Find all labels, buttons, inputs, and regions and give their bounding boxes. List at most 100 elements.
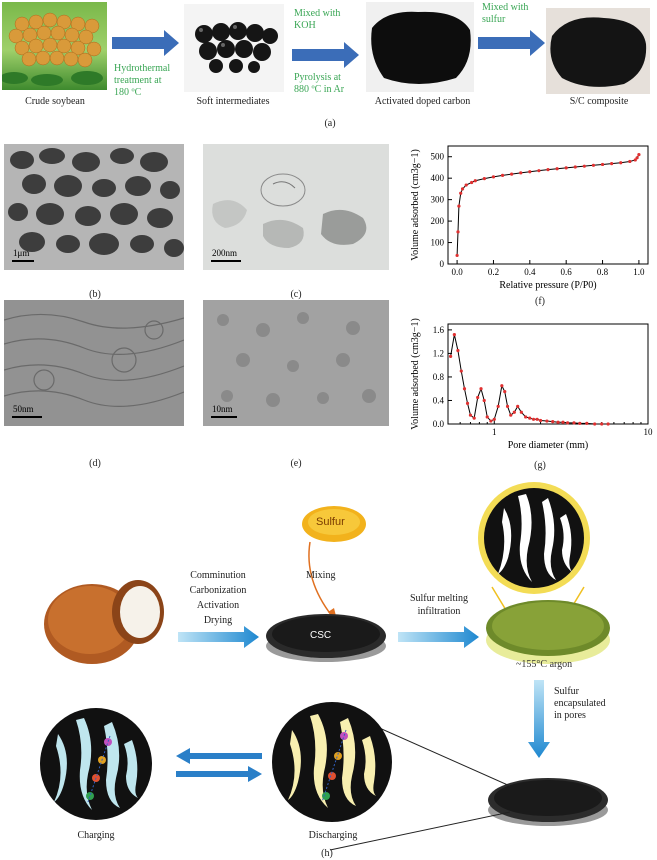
data-point xyxy=(606,422,610,426)
data-point xyxy=(545,419,549,423)
scale-bar-c xyxy=(211,260,241,262)
data-point xyxy=(600,422,604,426)
data-point xyxy=(465,401,470,406)
melting-line-1: Sulfur melting xyxy=(409,593,469,604)
arrow-1-line-1: Hydrothermal xyxy=(114,63,171,74)
arrow-3-line-1: Mixed with xyxy=(482,2,529,13)
tem-image-d: 50nm xyxy=(4,300,184,426)
scale-label-d: 50nm xyxy=(13,404,34,414)
plot-frame xyxy=(447,145,649,265)
process-steps: Comminution Carbonization Activation Dry… xyxy=(178,568,258,628)
data-point xyxy=(635,156,639,160)
data-point xyxy=(456,348,460,353)
data-point xyxy=(546,168,550,172)
data-point xyxy=(566,421,570,425)
x-axis-label: Pore diameter (mm) xyxy=(508,440,589,451)
arrow-1-line-3: 180 ºC xyxy=(114,87,142,98)
data-point xyxy=(578,421,582,426)
data-point xyxy=(519,410,523,414)
y-tick-label: 200 xyxy=(431,216,445,226)
label-csc: CSC xyxy=(310,630,332,641)
data-point xyxy=(472,416,476,420)
data-point xyxy=(531,417,536,421)
data-point xyxy=(473,179,477,183)
data-point xyxy=(459,191,463,195)
charging-circle xyxy=(40,708,152,820)
data-point xyxy=(610,161,614,166)
sulfur-carbon-dish xyxy=(486,600,610,664)
data-point xyxy=(500,384,504,388)
scale-bar-e xyxy=(211,416,237,418)
down-arrow-icon xyxy=(528,680,550,758)
data-point xyxy=(455,253,459,258)
right-arrow-icon xyxy=(292,42,359,68)
arrow-2-line-5: 880 ºC in Ar xyxy=(294,84,345,95)
sc-composite-photo xyxy=(546,8,650,94)
data-point xyxy=(509,413,513,417)
caption-b: (b) xyxy=(89,289,101,300)
arrow-2-text-bottom: Pyrolysis at 880 ºC in Ar xyxy=(294,72,366,96)
label-sc-composite: S/C composite xyxy=(569,96,629,107)
step-comminution: Comminution xyxy=(190,570,246,581)
label-crude-soybean: Crude soybean xyxy=(25,96,85,107)
data-point xyxy=(503,390,507,394)
label-mixing: Mixing xyxy=(306,570,336,581)
caption-f: (f) xyxy=(535,296,545,307)
data-point xyxy=(500,173,505,177)
scale-label-b: 1μm xyxy=(13,248,30,258)
y-tick-label: 1.2 xyxy=(433,348,444,358)
y-axis-label: Volume adsorbed (cm3g−1) xyxy=(410,318,421,430)
step-drying: Drying xyxy=(203,615,233,626)
right-arrow-icon xyxy=(178,626,259,648)
data-point xyxy=(459,369,463,373)
data-point xyxy=(449,354,453,358)
caption-c: (c) xyxy=(290,289,302,300)
scale-label-c: 200nm xyxy=(212,248,238,258)
data-point xyxy=(591,163,596,167)
y-tick-label: 500 xyxy=(431,152,445,162)
scale-bar-d xyxy=(12,416,42,418)
data-point xyxy=(482,398,486,403)
scale-bar-b xyxy=(12,260,34,262)
caption-a: (a) xyxy=(324,118,336,129)
data-point xyxy=(551,420,555,424)
data-point xyxy=(585,421,589,426)
x-tick-label: 0.4 xyxy=(524,267,536,277)
x-tick-label: 0.0 xyxy=(451,267,463,277)
zebra-pore-circle-top xyxy=(478,482,590,594)
soybean-photo xyxy=(2,2,107,90)
data-point xyxy=(460,187,465,191)
data-point xyxy=(600,162,605,167)
y-tick-label: 100 xyxy=(431,238,445,248)
soft-intermediates-photo xyxy=(184,4,284,92)
data-point xyxy=(468,413,473,417)
data-point xyxy=(619,161,623,165)
data-point xyxy=(528,170,532,174)
data-point xyxy=(479,387,483,391)
data-point xyxy=(456,230,460,234)
data-point xyxy=(505,404,510,408)
data-point xyxy=(464,183,468,187)
data-point xyxy=(492,417,496,421)
composite-powder-graphic xyxy=(550,17,647,87)
data-point xyxy=(462,387,467,391)
data-point xyxy=(452,332,456,337)
label-discharging: Discharging xyxy=(308,830,358,841)
right-arrow-icon xyxy=(478,30,545,56)
encapsulated-line-3: in pores xyxy=(554,710,586,721)
x-tick-label: 0.8 xyxy=(597,267,609,277)
data-point xyxy=(564,166,568,170)
tem-texture-c xyxy=(203,144,389,270)
data-point xyxy=(528,416,532,420)
y-tick-label: 0.8 xyxy=(433,372,445,382)
melting-line-2: infiltration xyxy=(417,606,461,617)
data-point xyxy=(519,171,523,175)
data-point xyxy=(457,204,461,208)
arrow-2-line-2: KOH xyxy=(294,20,316,31)
data-point xyxy=(491,175,496,179)
x-tick-label: 1 xyxy=(492,427,497,437)
tem-texture-e xyxy=(203,300,389,426)
encapsulated-text: Sulfur encapsulated in pores xyxy=(554,686,606,722)
double-arrow-icon xyxy=(176,748,262,782)
data-point xyxy=(496,404,500,408)
